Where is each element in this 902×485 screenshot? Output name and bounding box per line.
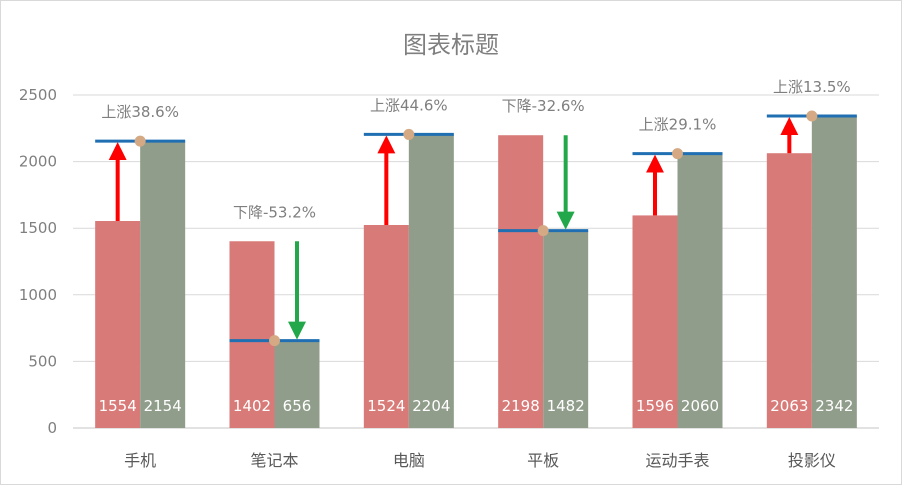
category-label: 投影仪: [788, 451, 836, 470]
change-annotation: 上涨29.1%: [639, 116, 717, 134]
bar-value-label: 2342: [815, 397, 853, 415]
bar-value-label: 2198: [502, 397, 540, 415]
gridlines: [73, 94, 879, 429]
bar-value-label: 656: [283, 397, 312, 415]
bar-value-label: 1402: [233, 397, 271, 415]
bar-value-label: 2063: [770, 397, 808, 415]
category-label: 手机: [124, 451, 156, 470]
bar-value-label: 2204: [412, 397, 450, 415]
bar-series1: [363, 225, 409, 428]
bar-series2: [543, 230, 589, 428]
bar-series2: [274, 340, 320, 428]
value-marker-dot: [672, 148, 683, 160]
value-marker-dot: [806, 110, 818, 122]
bars: [95, 116, 857, 429]
bar-value-label: 1596: [636, 397, 674, 415]
category-label: 运动手表: [645, 451, 709, 470]
change-annotation: 下降-53.2%: [233, 203, 316, 221]
change-annotation: 下降-32.6%: [502, 97, 585, 115]
change-annotation: 上涨13.5%: [773, 78, 851, 96]
y-tick-label: 2500: [19, 86, 57, 104]
bar-series2: [408, 134, 454, 429]
bar-series2: [677, 153, 723, 428]
change-arrows: [95, 110, 857, 347]
bar-series1: [229, 241, 275, 428]
labels: 1554 2154 手机 上涨38.6% 1402 656 笔记本 下降-53.2% 1524 2…: [99, 78, 854, 470]
value-marker-dot: [403, 128, 415, 140]
y-tick-label: 1500: [19, 219, 57, 237]
y-tick-label: 1000: [19, 286, 57, 304]
change-annotation: 上涨44.6%: [370, 96, 448, 114]
y-axis: 0 500 1000 1500 2000 2500: [19, 86, 57, 437]
bar-series1: [766, 153, 812, 428]
category-label: 平板: [527, 451, 559, 470]
bar-series2: [811, 116, 857, 429]
bar-series2: [140, 141, 186, 428]
chart-title: 图表标题: [403, 31, 499, 59]
bar-value-label: 1554: [99, 397, 137, 415]
y-tick-label: 2000: [19, 153, 57, 171]
value-marker-dot: [134, 135, 146, 147]
y-tick-label: 0: [47, 419, 57, 437]
bar-series1: [498, 135, 544, 429]
change-annotation: 上涨38.6%: [101, 103, 179, 121]
bar-series1: [632, 215, 678, 428]
value-marker-dot: [537, 225, 549, 237]
y-tick-label: 500: [28, 352, 57, 370]
bar-value-label: 2060: [681, 397, 719, 415]
category-label: 笔记本: [250, 451, 298, 470]
bar-series1: [95, 221, 141, 428]
category-label: 电脑: [393, 451, 425, 470]
bar-value-label: 1482: [547, 397, 585, 415]
bar-value-label: 2154: [144, 397, 182, 415]
value-marker-dot: [269, 335, 280, 347]
bar-value-label: 1524: [367, 397, 405, 415]
